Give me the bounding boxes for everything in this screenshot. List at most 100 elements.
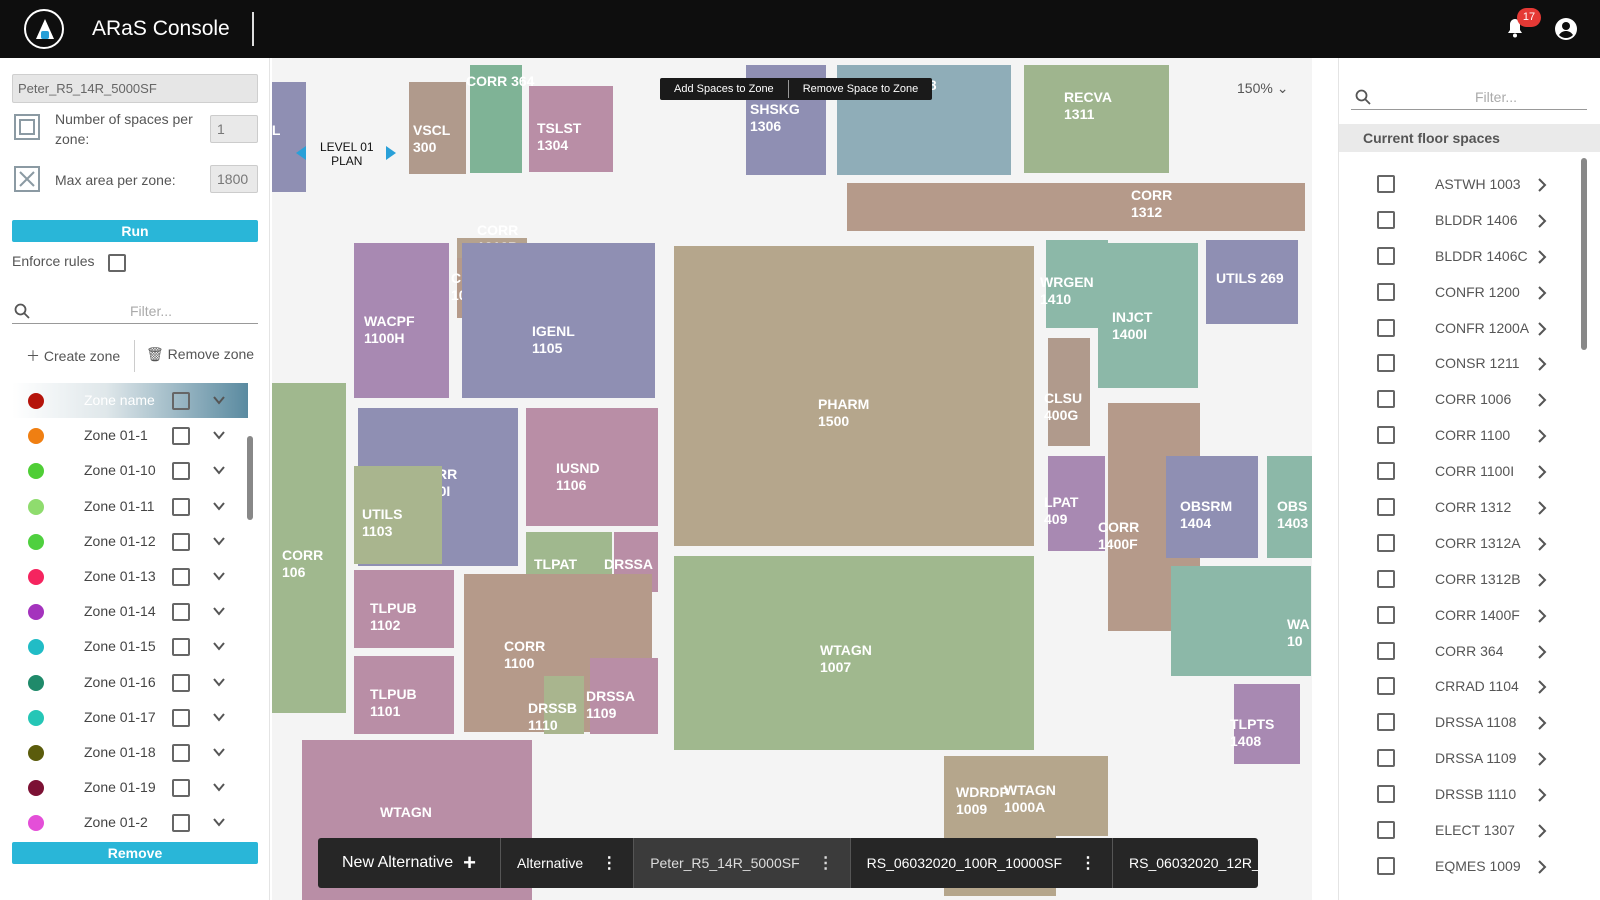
new-alternative-button[interactable]: New Alternative + bbox=[318, 838, 502, 888]
room-space[interactable]: DRSSA 1109 bbox=[586, 658, 658, 734]
room-space[interactable]: CORR 106 bbox=[272, 383, 346, 713]
room-space[interactable]: IL bbox=[272, 82, 306, 192]
space-list-item[interactable]: CONSR 1211 bbox=[1339, 345, 1600, 381]
space-list-item[interactable]: BLDDR 1406C bbox=[1339, 238, 1600, 274]
chevron-down-icon[interactable] bbox=[212, 781, 226, 793]
chevron-right-icon[interactable] bbox=[1537, 465, 1547, 479]
chevron-down-icon[interactable] bbox=[212, 605, 226, 617]
space-checkbox[interactable] bbox=[1377, 354, 1395, 373]
chevron-down-icon[interactable] bbox=[212, 676, 226, 688]
room-space[interactable]: TLPTS 1408 bbox=[1230, 684, 1300, 764]
room-space[interactable]: TLPUB 1101 bbox=[354, 656, 454, 734]
space-list-item[interactable]: ASTWH 1003 bbox=[1339, 166, 1600, 202]
add-spaces-to-zone-button[interactable]: Add Spaces to Zone bbox=[674, 83, 774, 95]
chevron-right-icon[interactable] bbox=[1537, 788, 1547, 802]
max-area-input[interactable]: 1800 bbox=[210, 165, 258, 193]
room-space[interactable]: INJCT 1400I bbox=[1098, 243, 1198, 388]
space-checkbox[interactable] bbox=[1377, 713, 1395, 732]
remove-zone-button[interactable]: 🗑 Remove zone bbox=[146, 346, 254, 363]
zone-checkbox[interactable] bbox=[172, 462, 190, 481]
chevron-right-icon[interactable] bbox=[1537, 573, 1547, 587]
space-checkbox[interactable] bbox=[1377, 498, 1395, 517]
zoom-dropdown[interactable]: 150% ⌄ bbox=[1237, 80, 1288, 97]
chevron-down-icon[interactable] bbox=[212, 464, 226, 476]
space-list-item[interactable]: ELECT 1307 bbox=[1339, 812, 1600, 848]
next-level-arrow-icon[interactable] bbox=[386, 146, 396, 160]
space-checkbox[interactable] bbox=[1377, 318, 1395, 337]
chevron-right-icon[interactable] bbox=[1537, 429, 1547, 443]
room-space[interactable]: RECVA 1311 bbox=[1024, 65, 1169, 173]
zone-list-item[interactable]: Zone 01-10 bbox=[12, 453, 248, 488]
space-list-scrollbar[interactable] bbox=[1581, 158, 1587, 350]
chevron-right-icon[interactable] bbox=[1537, 214, 1547, 228]
space-checkbox[interactable] bbox=[1377, 210, 1395, 229]
create-zone-button[interactable]: ＋ Create zone bbox=[26, 346, 120, 366]
space-checkbox[interactable] bbox=[1377, 749, 1395, 768]
space-checkbox[interactable] bbox=[1377, 856, 1395, 875]
more-vert-icon[interactable]: ⋮ bbox=[1080, 855, 1097, 872]
space-checkbox[interactable] bbox=[1377, 462, 1395, 481]
zone-checkbox[interactable] bbox=[172, 708, 190, 727]
room-space[interactable]: WACPF 1100H bbox=[354, 243, 449, 398]
space-list-item[interactable]: DRSSA 1108 bbox=[1339, 704, 1600, 740]
room-space[interactable]: TLPUB 1102 bbox=[354, 570, 454, 648]
alternative-name-field[interactable]: Peter_R5_14R_5000SF bbox=[12, 74, 258, 103]
zone-filter-input[interactable]: Filter... bbox=[12, 296, 258, 324]
chevron-down-icon[interactable] bbox=[212, 711, 226, 723]
zone-list-item[interactable]: Zone 01-13 bbox=[12, 559, 248, 594]
account-icon[interactable] bbox=[1555, 18, 1577, 40]
room-space[interactable]: WTAGN 1000A bbox=[1004, 756, 1108, 836]
chevron-right-icon[interactable] bbox=[1537, 608, 1547, 623]
zone-list-scrollbar[interactable] bbox=[247, 436, 253, 520]
zone-list-item[interactable]: Zone 01-1 bbox=[12, 418, 248, 453]
zone-list-item[interactable]: Zone 01-11 bbox=[12, 489, 248, 524]
zone-list-item[interactable]: Zone 01-14 bbox=[12, 594, 248, 629]
space-list-item[interactable]: CONFR 1200A bbox=[1339, 310, 1600, 346]
space-checkbox[interactable] bbox=[1377, 605, 1395, 624]
space-checkbox[interactable] bbox=[1377, 282, 1395, 301]
chevron-down-icon[interactable] bbox=[212, 640, 226, 652]
space-list-item[interactable]: CORR 364 bbox=[1339, 633, 1600, 669]
zone-list-item[interactable]: Zone 01-19 bbox=[12, 770, 248, 805]
space-list-item[interactable]: CORR 1312 bbox=[1339, 489, 1600, 525]
space-checkbox[interactable] bbox=[1377, 426, 1395, 445]
zone-checkbox[interactable] bbox=[172, 814, 190, 833]
select-all-zones-checkbox[interactable] bbox=[172, 392, 190, 410]
run-button[interactable]: Run bbox=[12, 220, 258, 242]
more-vert-icon[interactable]: ⋮ bbox=[817, 855, 834, 872]
chevron-right-icon[interactable] bbox=[1537, 501, 1547, 515]
room-space[interactable]: UTILS 1103 bbox=[354, 466, 442, 564]
space-list-item[interactable]: CORR 1312B bbox=[1339, 561, 1600, 597]
remove-space-from-zone-button[interactable]: Remove Space to Zone bbox=[802, 83, 919, 95]
space-list-item[interactable]: CONFR 1200 bbox=[1339, 274, 1600, 310]
zone-list-item[interactable]: Zone 01-16 bbox=[12, 665, 248, 700]
enforce-rules-checkbox[interactable] bbox=[108, 254, 126, 272]
alternative-tab[interactable]: Alternative ⋮ bbox=[501, 838, 635, 888]
chevron-down-icon[interactable] bbox=[212, 570, 226, 582]
chevron-right-icon[interactable] bbox=[1537, 250, 1547, 264]
chevron-right-icon[interactable] bbox=[1537, 321, 1547, 336]
zone-list-item[interactable]: Zone 01-17 bbox=[12, 700, 248, 735]
more-vert-icon[interactable]: ⋮ bbox=[601, 855, 618, 872]
spaces-per-zone-input[interactable]: 1 bbox=[210, 115, 258, 143]
room-space[interactable]: WRGEN 1410 bbox=[1040, 240, 1108, 328]
room-space[interactable]: LPAT 409 bbox=[1044, 456, 1105, 551]
chevron-right-icon[interactable] bbox=[1537, 537, 1547, 551]
room-space[interactable]: OBSRM 1404 bbox=[1166, 456, 1258, 558]
chevron-right-icon[interactable] bbox=[1537, 393, 1547, 408]
space-checkbox[interactable] bbox=[1377, 677, 1395, 696]
space-checkbox[interactable] bbox=[1377, 390, 1395, 409]
zone-checkbox[interactable] bbox=[172, 673, 190, 692]
space-list-item[interactable]: CORR 1006 bbox=[1339, 381, 1600, 417]
chevron-down-icon[interactable] bbox=[212, 394, 226, 406]
room-space[interactable]: IGENL 1105 bbox=[462, 243, 655, 398]
chevron-down-icon[interactable] bbox=[212, 816, 226, 828]
zone-list-item[interactable]: Zone 01-18 bbox=[12, 735, 248, 770]
zone-checkbox[interactable] bbox=[172, 603, 190, 622]
chevron-right-icon[interactable] bbox=[1537, 716, 1547, 731]
remove-button[interactable]: Remove bbox=[12, 842, 258, 864]
zone-checkbox[interactable] bbox=[172, 427, 190, 446]
zone-list-item[interactable]: Zone 01-15 bbox=[12, 629, 248, 664]
space-checkbox[interactable] bbox=[1377, 821, 1395, 840]
